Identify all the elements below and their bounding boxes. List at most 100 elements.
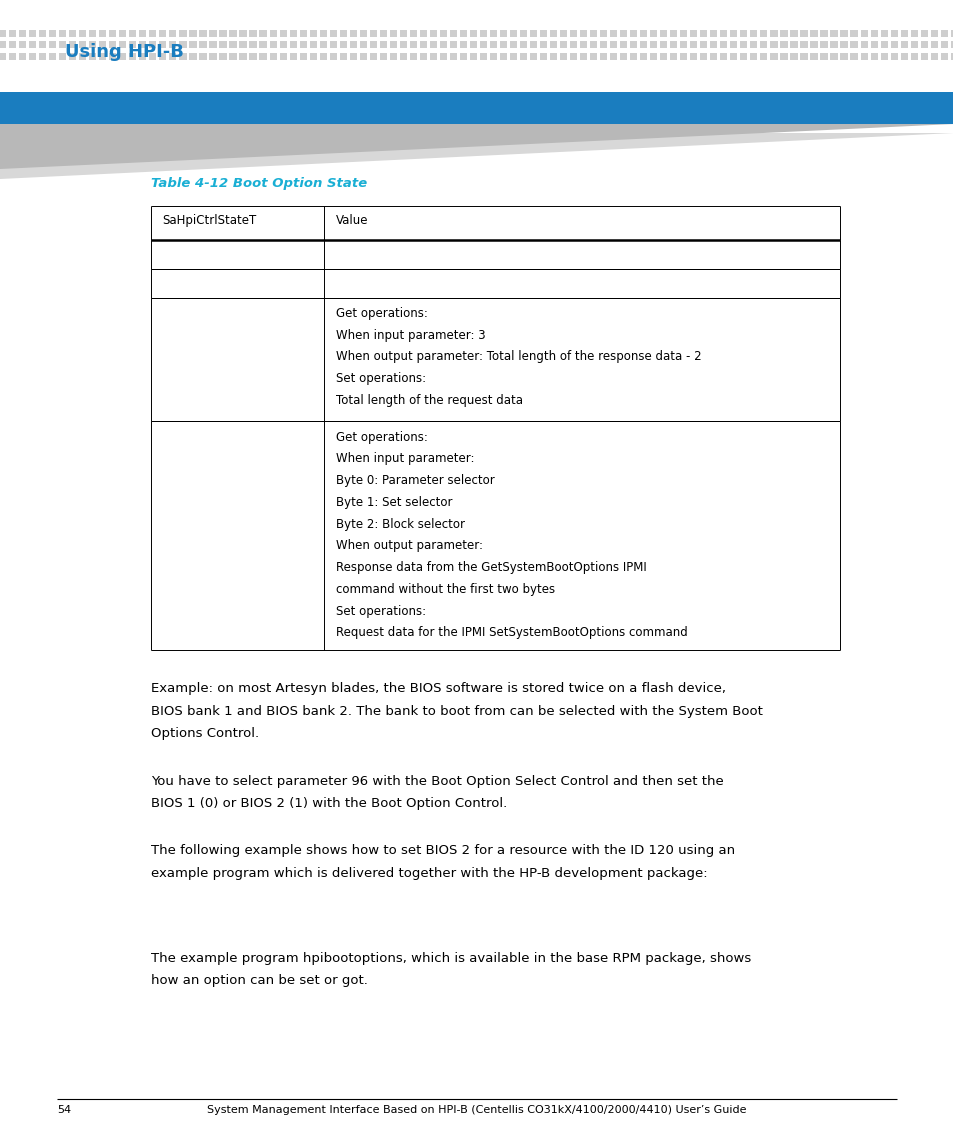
Bar bbox=[19, 30, 26, 37]
Text: You have to select parameter 96 with the Boot Option Select Control and then set: You have to select parameter 96 with the… bbox=[151, 775, 722, 788]
Bar bbox=[869, 30, 877, 37]
Bar bbox=[619, 30, 626, 37]
Bar bbox=[9, 30, 16, 37]
Bar bbox=[920, 53, 926, 60]
Bar bbox=[479, 30, 486, 37]
Text: command without the first two bytes: command without the first two bytes bbox=[335, 583, 555, 595]
Bar bbox=[229, 53, 236, 60]
Bar bbox=[760, 53, 766, 60]
Bar bbox=[99, 41, 106, 48]
Bar bbox=[229, 41, 236, 48]
Bar bbox=[700, 53, 706, 60]
Bar bbox=[0, 92, 953, 124]
Bar bbox=[780, 41, 786, 48]
Bar bbox=[929, 30, 937, 37]
Text: Value: Value bbox=[335, 214, 368, 227]
Bar bbox=[740, 53, 746, 60]
Bar bbox=[329, 53, 336, 60]
Bar bbox=[499, 30, 506, 37]
Text: Options Control.: Options Control. bbox=[151, 727, 258, 740]
Bar bbox=[159, 41, 166, 48]
Bar bbox=[29, 41, 36, 48]
Bar bbox=[149, 30, 156, 37]
Bar bbox=[419, 53, 426, 60]
Text: System Management Interface Based on HPI-B (Centellis CO31kX/4100/2000/4410) Use: System Management Interface Based on HPI… bbox=[207, 1105, 746, 1115]
Bar bbox=[709, 30, 717, 37]
Text: example program which is delivered together with the HP-B development package:: example program which is delivered toget… bbox=[151, 867, 706, 879]
Bar bbox=[9, 41, 16, 48]
Bar bbox=[249, 30, 256, 37]
Bar bbox=[820, 30, 826, 37]
Bar bbox=[629, 53, 637, 60]
Bar bbox=[379, 41, 386, 48]
Bar bbox=[119, 53, 126, 60]
Bar bbox=[529, 41, 537, 48]
Bar bbox=[730, 53, 737, 60]
Bar bbox=[199, 30, 206, 37]
Bar bbox=[69, 30, 76, 37]
Text: Get operations:: Get operations: bbox=[335, 307, 427, 319]
Bar bbox=[289, 41, 296, 48]
Text: The example program hpibootoptions, which is available in the base RPM package, : The example program hpibootoptions, whic… bbox=[151, 953, 750, 965]
Bar bbox=[669, 30, 677, 37]
Text: Set operations:: Set operations: bbox=[335, 605, 425, 617]
Bar bbox=[409, 41, 416, 48]
Bar bbox=[399, 30, 406, 37]
Bar bbox=[389, 30, 396, 37]
Bar bbox=[469, 53, 476, 60]
Bar bbox=[809, 41, 817, 48]
Bar bbox=[89, 41, 96, 48]
Polygon shape bbox=[0, 133, 953, 179]
Bar bbox=[369, 53, 376, 60]
Bar bbox=[209, 41, 216, 48]
Bar bbox=[89, 30, 96, 37]
Bar bbox=[820, 41, 826, 48]
Bar bbox=[850, 41, 857, 48]
Bar bbox=[659, 41, 666, 48]
Bar bbox=[379, 53, 386, 60]
Bar bbox=[760, 41, 766, 48]
Bar bbox=[840, 30, 846, 37]
Bar bbox=[349, 30, 356, 37]
Bar bbox=[449, 41, 456, 48]
Text: 54: 54 bbox=[57, 1105, 71, 1115]
Bar bbox=[69, 53, 76, 60]
Bar bbox=[509, 30, 517, 37]
Bar bbox=[709, 53, 717, 60]
Bar bbox=[749, 41, 757, 48]
Bar bbox=[239, 30, 246, 37]
Bar bbox=[109, 41, 116, 48]
Bar bbox=[399, 53, 406, 60]
Bar bbox=[59, 30, 67, 37]
Bar bbox=[529, 30, 537, 37]
Bar bbox=[459, 30, 466, 37]
Bar bbox=[39, 41, 46, 48]
Bar bbox=[479, 53, 486, 60]
Bar bbox=[579, 41, 586, 48]
Bar bbox=[199, 41, 206, 48]
Bar bbox=[409, 30, 416, 37]
Bar bbox=[219, 41, 226, 48]
Bar bbox=[39, 30, 46, 37]
Bar bbox=[549, 41, 557, 48]
Bar bbox=[479, 41, 486, 48]
Bar bbox=[840, 53, 846, 60]
Bar bbox=[519, 53, 526, 60]
Bar bbox=[579, 30, 586, 37]
Bar bbox=[99, 53, 106, 60]
Bar bbox=[559, 30, 566, 37]
Bar bbox=[720, 30, 726, 37]
Bar bbox=[609, 30, 617, 37]
Bar bbox=[329, 41, 336, 48]
Bar bbox=[79, 41, 86, 48]
Bar bbox=[429, 41, 436, 48]
Bar bbox=[509, 53, 517, 60]
Text: Get operations:: Get operations: bbox=[335, 431, 427, 443]
Bar bbox=[769, 53, 777, 60]
Text: The following example shows how to set BIOS 2 for a resource with the ID 120 usi: The following example shows how to set B… bbox=[151, 845, 734, 858]
Bar bbox=[49, 53, 56, 60]
Bar bbox=[309, 41, 316, 48]
Bar bbox=[709, 41, 717, 48]
Text: BIOS 1 (0) or BIOS 2 (1) with the Boot Option Control.: BIOS 1 (0) or BIOS 2 (1) with the Boot O… bbox=[151, 797, 506, 810]
Bar bbox=[469, 30, 476, 37]
